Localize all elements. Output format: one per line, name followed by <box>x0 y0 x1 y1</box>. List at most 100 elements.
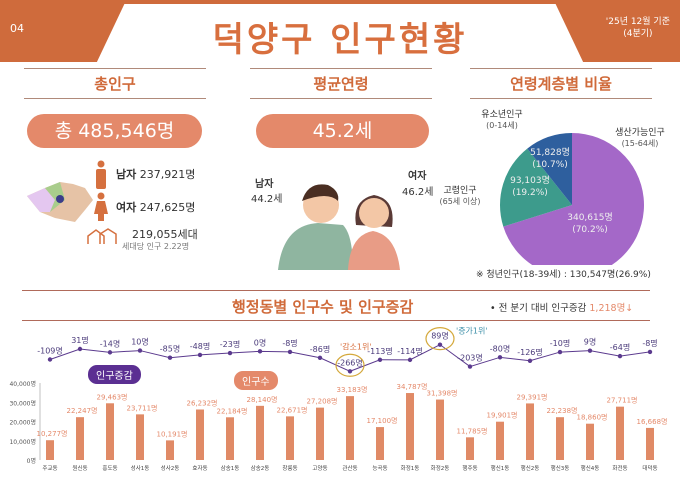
pie-pct-label: (70.2%) <box>572 225 608 235</box>
category-label: 성사1동 <box>131 464 150 472</box>
population-bar <box>556 417 564 460</box>
change-value-label: 89명 <box>431 331 449 341</box>
highlight-circle <box>425 327 455 351</box>
quarter-line: (4분기) <box>623 29 653 39</box>
change-value-label: -126명 <box>517 347 543 357</box>
category-label: 화전동 <box>612 464 627 472</box>
category-label: 화정1동 <box>401 465 420 472</box>
bar-value-label: 22,238명 <box>547 406 578 415</box>
change-point <box>647 349 653 355</box>
change-value-label: -85명 <box>160 344 180 354</box>
household-icon <box>87 228 117 244</box>
category-label: 고양동 <box>312 464 327 472</box>
title-box <box>95 4 585 66</box>
legend-population: 인구수 <box>234 371 278 390</box>
population-bar <box>76 417 84 460</box>
change-value-label: 9명 <box>584 337 596 347</box>
change-value-label: -8명 <box>282 338 297 348</box>
category-label: 행신2동 <box>521 464 540 472</box>
rank-annotation: '감소1위' <box>340 341 372 351</box>
male-population: 남자 237,921명 <box>116 166 195 182</box>
population-bar <box>586 423 594 460</box>
avg-age-heading: 평균연령 <box>250 68 432 99</box>
dong-population-chart: 0명 10,000명 20,000명 30,000명 40,000명 10,277명주교동… <box>9 327 667 472</box>
bar-value-label: 22,247명 <box>67 406 98 415</box>
category-label: 관산동 <box>342 464 357 472</box>
category-label: 행신4동 <box>581 464 600 472</box>
change-value-label: -64명 <box>610 342 630 352</box>
category-label: 능곡동 <box>372 465 387 472</box>
age-pie-chart: 340,615명 (70.2%) 생산가능인구(15-64세) 93,103명 (19.… <box>440 109 665 265</box>
category-label: 화정2동 <box>431 465 450 472</box>
change-value-label: -203명 <box>457 353 483 363</box>
bar-value-label: 31,398명 <box>427 389 458 398</box>
change-point <box>377 357 383 362</box>
change-value-label: -80명 <box>490 343 510 353</box>
female-age-value: 46.2세 <box>402 187 434 198</box>
pie-pct-label: (10.7%) <box>532 160 568 170</box>
population-bar <box>376 427 384 460</box>
category-label: 원신동 <box>72 464 87 472</box>
couple-illustration <box>278 184 400 270</box>
bar-value-label: 22,184명 <box>217 406 248 415</box>
category-label: 삼송1동 <box>221 464 240 472</box>
change-point <box>527 358 533 363</box>
y-tick-label: 0명 <box>27 457 36 465</box>
y-tick-label: 40,000명 <box>9 380 36 388</box>
change-value-label: -86명 <box>310 344 330 354</box>
category-label: 대덕동 <box>642 464 657 472</box>
bar-value-label: 22,671명 <box>277 405 308 414</box>
note-value: 1,218명↓ <box>589 303 634 314</box>
change-point <box>137 348 143 353</box>
bar-value-label: 19,901명 <box>487 411 518 420</box>
change-value-label: -109명 <box>37 346 63 356</box>
pie-value-label: 340,615명 <box>567 212 613 223</box>
date-line: '25년 12월 기준 <box>605 17 670 27</box>
population-bar <box>616 406 624 460</box>
population-bar <box>46 440 54 460</box>
change-point <box>257 349 263 354</box>
pie-slice <box>503 133 644 265</box>
population-bar <box>436 399 444 460</box>
per-household: 세대당 인구 2.22명 <box>122 242 190 251</box>
y-tick-label: 30,000명 <box>9 399 36 407</box>
bar-value-label: 27,711명 <box>607 396 638 405</box>
population-bar <box>226 417 234 460</box>
age-groups-heading: 연령계층별 비율 <box>470 68 652 99</box>
change-value-label: -8명 <box>642 338 657 348</box>
female-label: 여자 <box>116 201 137 214</box>
chart-title: 행정동별 인구수 및 인구증감 <box>232 298 414 316</box>
female-value: 247,625명 <box>139 201 196 214</box>
page-title: 덕양구 인구현황 <box>212 20 468 60</box>
pie-value-label: 93,103명 <box>510 175 550 186</box>
quarter-change-note: • 전 분기 대비 인구증감 1,218명↓ <box>490 300 633 314</box>
page-number: 04 <box>10 22 24 35</box>
bar-value-label: 18,860명 <box>577 413 608 422</box>
change-point <box>497 355 503 360</box>
bar-value-label: 29,391명 <box>517 392 548 401</box>
population-bar <box>646 427 654 460</box>
district-map-icon <box>27 182 93 222</box>
y-tick-label: 20,000명 <box>9 419 36 427</box>
pie-value-label: 51,828명 <box>530 147 570 158</box>
change-point <box>287 349 293 355</box>
category-label: 성사2동 <box>161 464 180 472</box>
pie-group-name: 생산가능인구 <box>615 127 665 138</box>
population-bar <box>466 437 474 460</box>
bar-value-label: 17,100명 <box>367 416 398 425</box>
divider-top <box>22 290 650 291</box>
change-value-label: -10명 <box>550 338 570 348</box>
change-value-label: -23명 <box>220 339 240 349</box>
female-population: 여자 247,625명 <box>116 199 195 215</box>
population-bar <box>496 421 504 460</box>
change-point <box>197 352 203 358</box>
category-label: 흥도동 <box>102 464 117 472</box>
bar-value-label: 29,463명 <box>97 392 128 401</box>
population-bar <box>406 393 414 460</box>
change-value-label: 31명 <box>71 335 89 345</box>
male-icon <box>96 160 106 189</box>
pie-group-range: (15-64세) <box>622 139 659 148</box>
population-bar <box>196 409 204 460</box>
male-label: 남자 <box>116 168 137 181</box>
total-heading: 총인구 <box>24 68 206 99</box>
